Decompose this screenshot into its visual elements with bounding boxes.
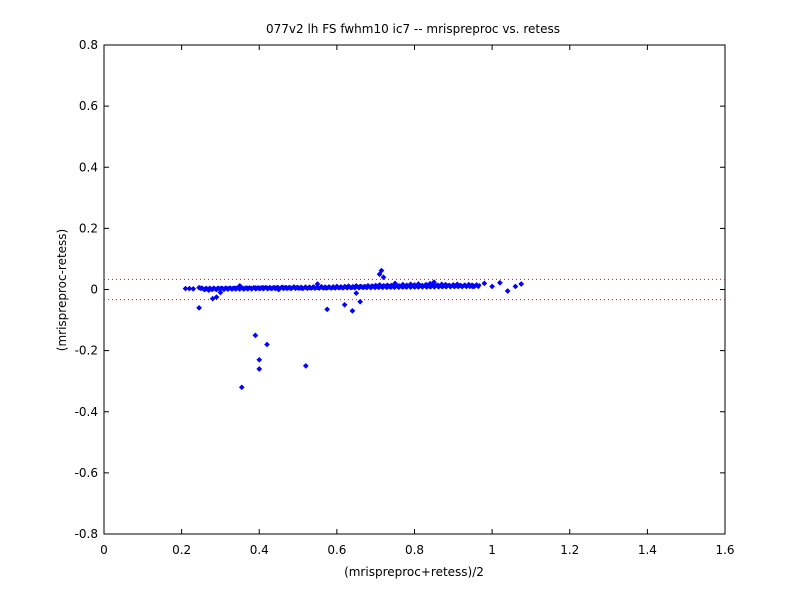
data-point xyxy=(353,290,360,297)
y-tick-label: 0.2 xyxy=(79,221,98,235)
x-tick-label: 1.2 xyxy=(560,543,579,557)
y-tick-label: -0.8 xyxy=(75,527,98,541)
data-point-dense xyxy=(202,287,207,293)
x-axis-title: (mrispreproc+retess)/2 xyxy=(344,565,484,579)
x-tick-label: 1.6 xyxy=(715,543,734,557)
data-point xyxy=(302,362,309,369)
data-point-dense xyxy=(477,283,482,288)
data-point xyxy=(238,384,245,391)
chart-title: 077v2 lh FS fwhm10 ic7 -- mrispreproc vs… xyxy=(266,22,560,36)
y-axis-title: (mrispreproc-retess) xyxy=(55,229,69,351)
data-point xyxy=(196,304,203,311)
data-point xyxy=(186,285,193,292)
data-point xyxy=(264,341,270,348)
y-tick-label: 0 xyxy=(90,283,98,297)
data-point-dense xyxy=(238,286,243,291)
x-axis-ticks: 0 0.2 0.4 0.6 0.8 1 1.2 1.4 1.6 xyxy=(100,45,735,557)
data-point xyxy=(512,283,519,290)
data-point xyxy=(213,294,220,301)
data-point xyxy=(256,366,263,372)
data-point xyxy=(182,285,189,292)
data-point-dense xyxy=(206,287,211,292)
data-point xyxy=(252,332,259,339)
y-tick-label: -0.6 xyxy=(75,466,98,480)
x-tick-label: 0.6 xyxy=(327,543,346,557)
data-point-dense xyxy=(227,285,233,290)
data-point xyxy=(378,267,385,274)
data-point xyxy=(489,283,496,290)
data-point xyxy=(324,306,331,313)
x-tick-label: 1 xyxy=(488,543,496,557)
data-point xyxy=(376,271,383,278)
y-tick-label: -0.4 xyxy=(75,405,98,419)
y-axis-ticks: 0.8 0.6 0.4 0.2 0 -0.2 -0.4 -0.6 -0.8 xyxy=(75,38,725,541)
x-tick-label: 0.4 xyxy=(250,543,269,557)
data-point xyxy=(481,280,488,287)
x-tick-label: 0.2 xyxy=(172,543,191,557)
data-point-dense xyxy=(223,285,228,290)
data-point xyxy=(496,279,503,286)
data-point xyxy=(504,288,511,294)
data-point-dense xyxy=(241,287,247,292)
y-tick-label: 0.8 xyxy=(79,38,98,52)
data-points xyxy=(182,267,525,391)
data-point xyxy=(217,289,224,296)
y-tick-label: 0.4 xyxy=(79,160,98,174)
y-tick-label: -0.2 xyxy=(75,344,98,358)
data-point xyxy=(357,298,364,305)
data-point xyxy=(256,356,263,363)
data-point xyxy=(349,307,356,314)
x-tick-label: 1.4 xyxy=(638,543,657,557)
data-point xyxy=(190,285,197,292)
y-tick-label: 0.6 xyxy=(79,99,98,113)
plot-area xyxy=(103,44,726,535)
x-tick-label: 0 xyxy=(100,543,108,557)
x-tick-label: 0.8 xyxy=(405,543,424,557)
data-point xyxy=(380,274,387,281)
data-point xyxy=(341,301,348,308)
data-point xyxy=(518,281,525,287)
